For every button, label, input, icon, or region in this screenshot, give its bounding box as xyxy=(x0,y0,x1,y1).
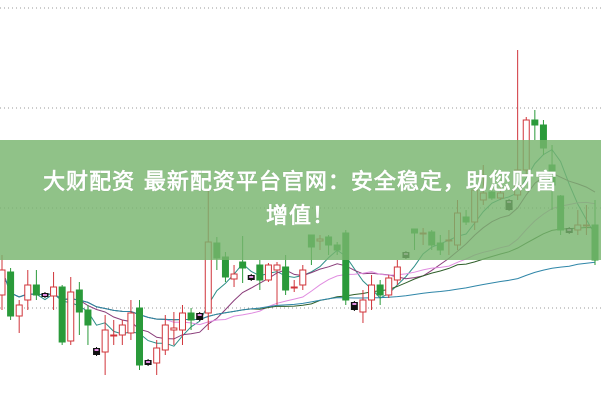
candle-up xyxy=(118,324,126,336)
candle-up xyxy=(0,269,6,296)
candle-up xyxy=(299,269,307,286)
candle-down xyxy=(32,284,40,296)
candle-up xyxy=(368,284,376,301)
candle-up xyxy=(127,312,135,334)
candle-up xyxy=(161,324,169,351)
candle-down xyxy=(282,266,290,291)
doji-marker xyxy=(196,313,204,320)
candle-up xyxy=(153,347,161,364)
candle-down xyxy=(7,271,15,317)
doji-marker-inner xyxy=(146,361,151,363)
candle-down xyxy=(256,264,264,281)
candle-down xyxy=(187,312,195,321)
candle-up xyxy=(67,291,75,342)
doji-marker-inner xyxy=(197,314,202,316)
candle-up xyxy=(230,273,238,280)
doji-marker xyxy=(93,348,101,355)
candle-up xyxy=(50,286,58,297)
candle-up xyxy=(359,299,367,313)
candle-down xyxy=(136,307,144,366)
banner-title-line-1: 大财配资 最新配资平台官网：安全稳定，助您财富 xyxy=(43,170,558,195)
title-banner: 大财配资 最新配资平台官网：安全稳定，助您财富 增值！ xyxy=(0,140,601,260)
candle-up xyxy=(393,266,401,281)
candle-up xyxy=(273,264,281,271)
doji-marker-inner xyxy=(94,349,99,351)
candle-up xyxy=(385,277,393,296)
doji-marker xyxy=(350,302,358,310)
candle-up xyxy=(110,334,118,337)
candle-up xyxy=(101,329,109,353)
candle-down xyxy=(75,289,83,313)
candle-down xyxy=(239,261,247,269)
candle-down xyxy=(531,119,539,126)
candle-up xyxy=(178,312,186,331)
doji-marker-inner xyxy=(352,303,357,305)
ma60-line xyxy=(1,261,596,321)
candle-up xyxy=(24,284,32,301)
candle-down xyxy=(58,286,66,343)
candle-up xyxy=(170,327,178,331)
candle-down xyxy=(376,284,384,296)
candle-down xyxy=(84,309,92,326)
doji-marker-inner xyxy=(42,294,47,296)
candle-down xyxy=(221,256,229,278)
candle-up xyxy=(15,304,23,317)
banner-title-line-2: 增值！ xyxy=(265,204,335,229)
candle-up xyxy=(290,286,298,289)
candle-up xyxy=(264,264,272,281)
doji-marker-inner xyxy=(249,276,254,278)
